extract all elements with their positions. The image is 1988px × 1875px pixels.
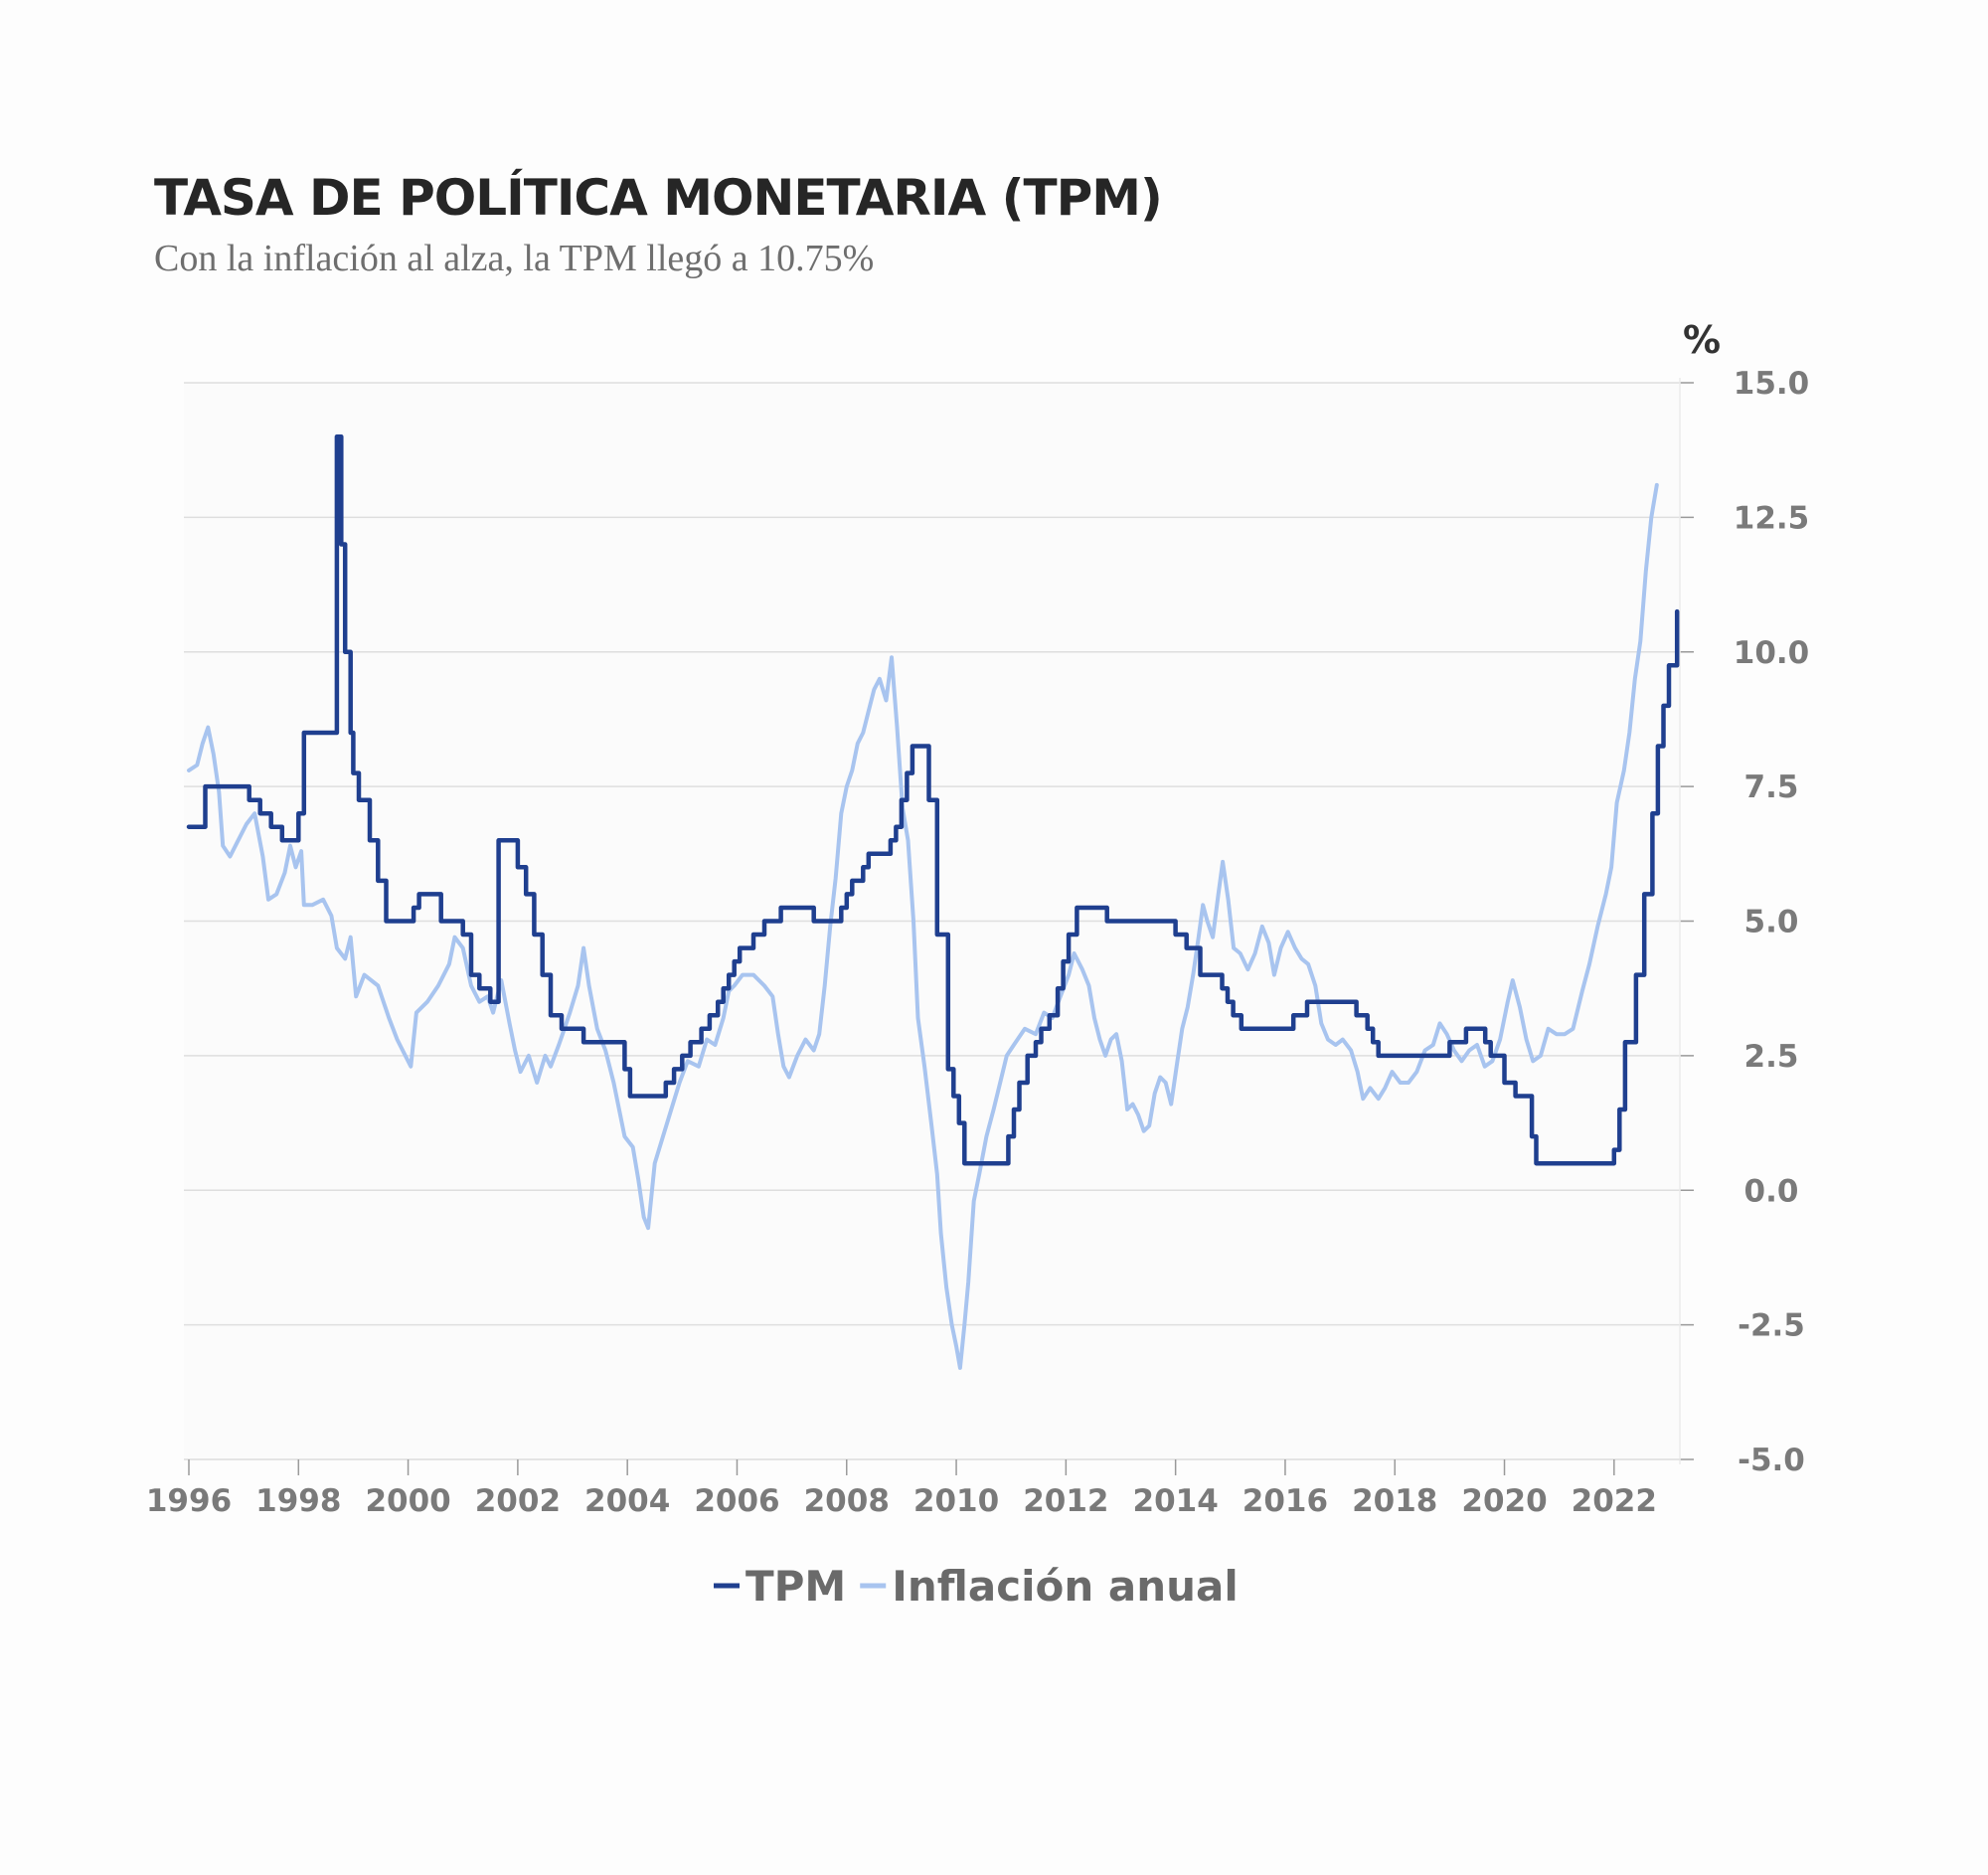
legend-label-tpm: TPM [746, 1562, 846, 1611]
chart-subtitle: Con la inflación al alza, la TPM llegó a… [154, 238, 875, 279]
x-tick-label: 2020 [1461, 1483, 1547, 1519]
x-tick-label: 2010 [913, 1483, 999, 1519]
x-tick-label: 2014 [1133, 1483, 1219, 1519]
y-tick-label: 2.5 [1744, 1039, 1799, 1075]
x-tick-label: 2012 [1023, 1483, 1108, 1519]
y-unit-label: % [1683, 318, 1721, 362]
x-tick-label: 1996 [146, 1483, 232, 1519]
chart-title: TASA DE POLÍTICA MONETARIA (TPM) [154, 169, 1163, 227]
y-tick-label: 7.5 [1744, 769, 1799, 805]
series-line-inflaci-n-anual [187, 482, 1659, 1370]
x-tick-label: 2000 [365, 1483, 450, 1519]
axes: 15.0 12.5 10.0 7.5 5.0 2.5 0.0 -2.5 -5.0 1996 1998… [146, 366, 1809, 1519]
x-tick-label: 2018 [1352, 1483, 1437, 1519]
y-tick-label: -5.0 [1738, 1443, 1805, 1478]
x-tick-label: 2022 [1572, 1483, 1657, 1519]
y-tick-label: 0.0 [1744, 1173, 1799, 1209]
y-tick-label: 5.0 [1744, 905, 1799, 940]
x-tick-label: 2002 [475, 1483, 561, 1519]
y-tick-label: 10.0 [1734, 635, 1810, 671]
series-lines [186, 433, 1680, 1370]
x-tick-label: 1998 [255, 1483, 341, 1519]
y-tick-label: 15.0 [1734, 366, 1810, 402]
legend: TPM Inflación anual [714, 1562, 1239, 1611]
series-line-tpm [186, 433, 1680, 1166]
y-tick-label: 12.5 [1734, 500, 1810, 536]
x-tick-label: 2006 [694, 1483, 779, 1519]
x-tick-label: 2008 [804, 1483, 890, 1519]
x-tick-label: 2016 [1242, 1483, 1328, 1519]
gridlines [184, 382, 1680, 1460]
y-tick-label: -2.5 [1738, 1308, 1805, 1344]
legend-label-inflaci-n-anual: Inflación anual [892, 1562, 1239, 1611]
x-tick-label: 2004 [584, 1483, 670, 1519]
